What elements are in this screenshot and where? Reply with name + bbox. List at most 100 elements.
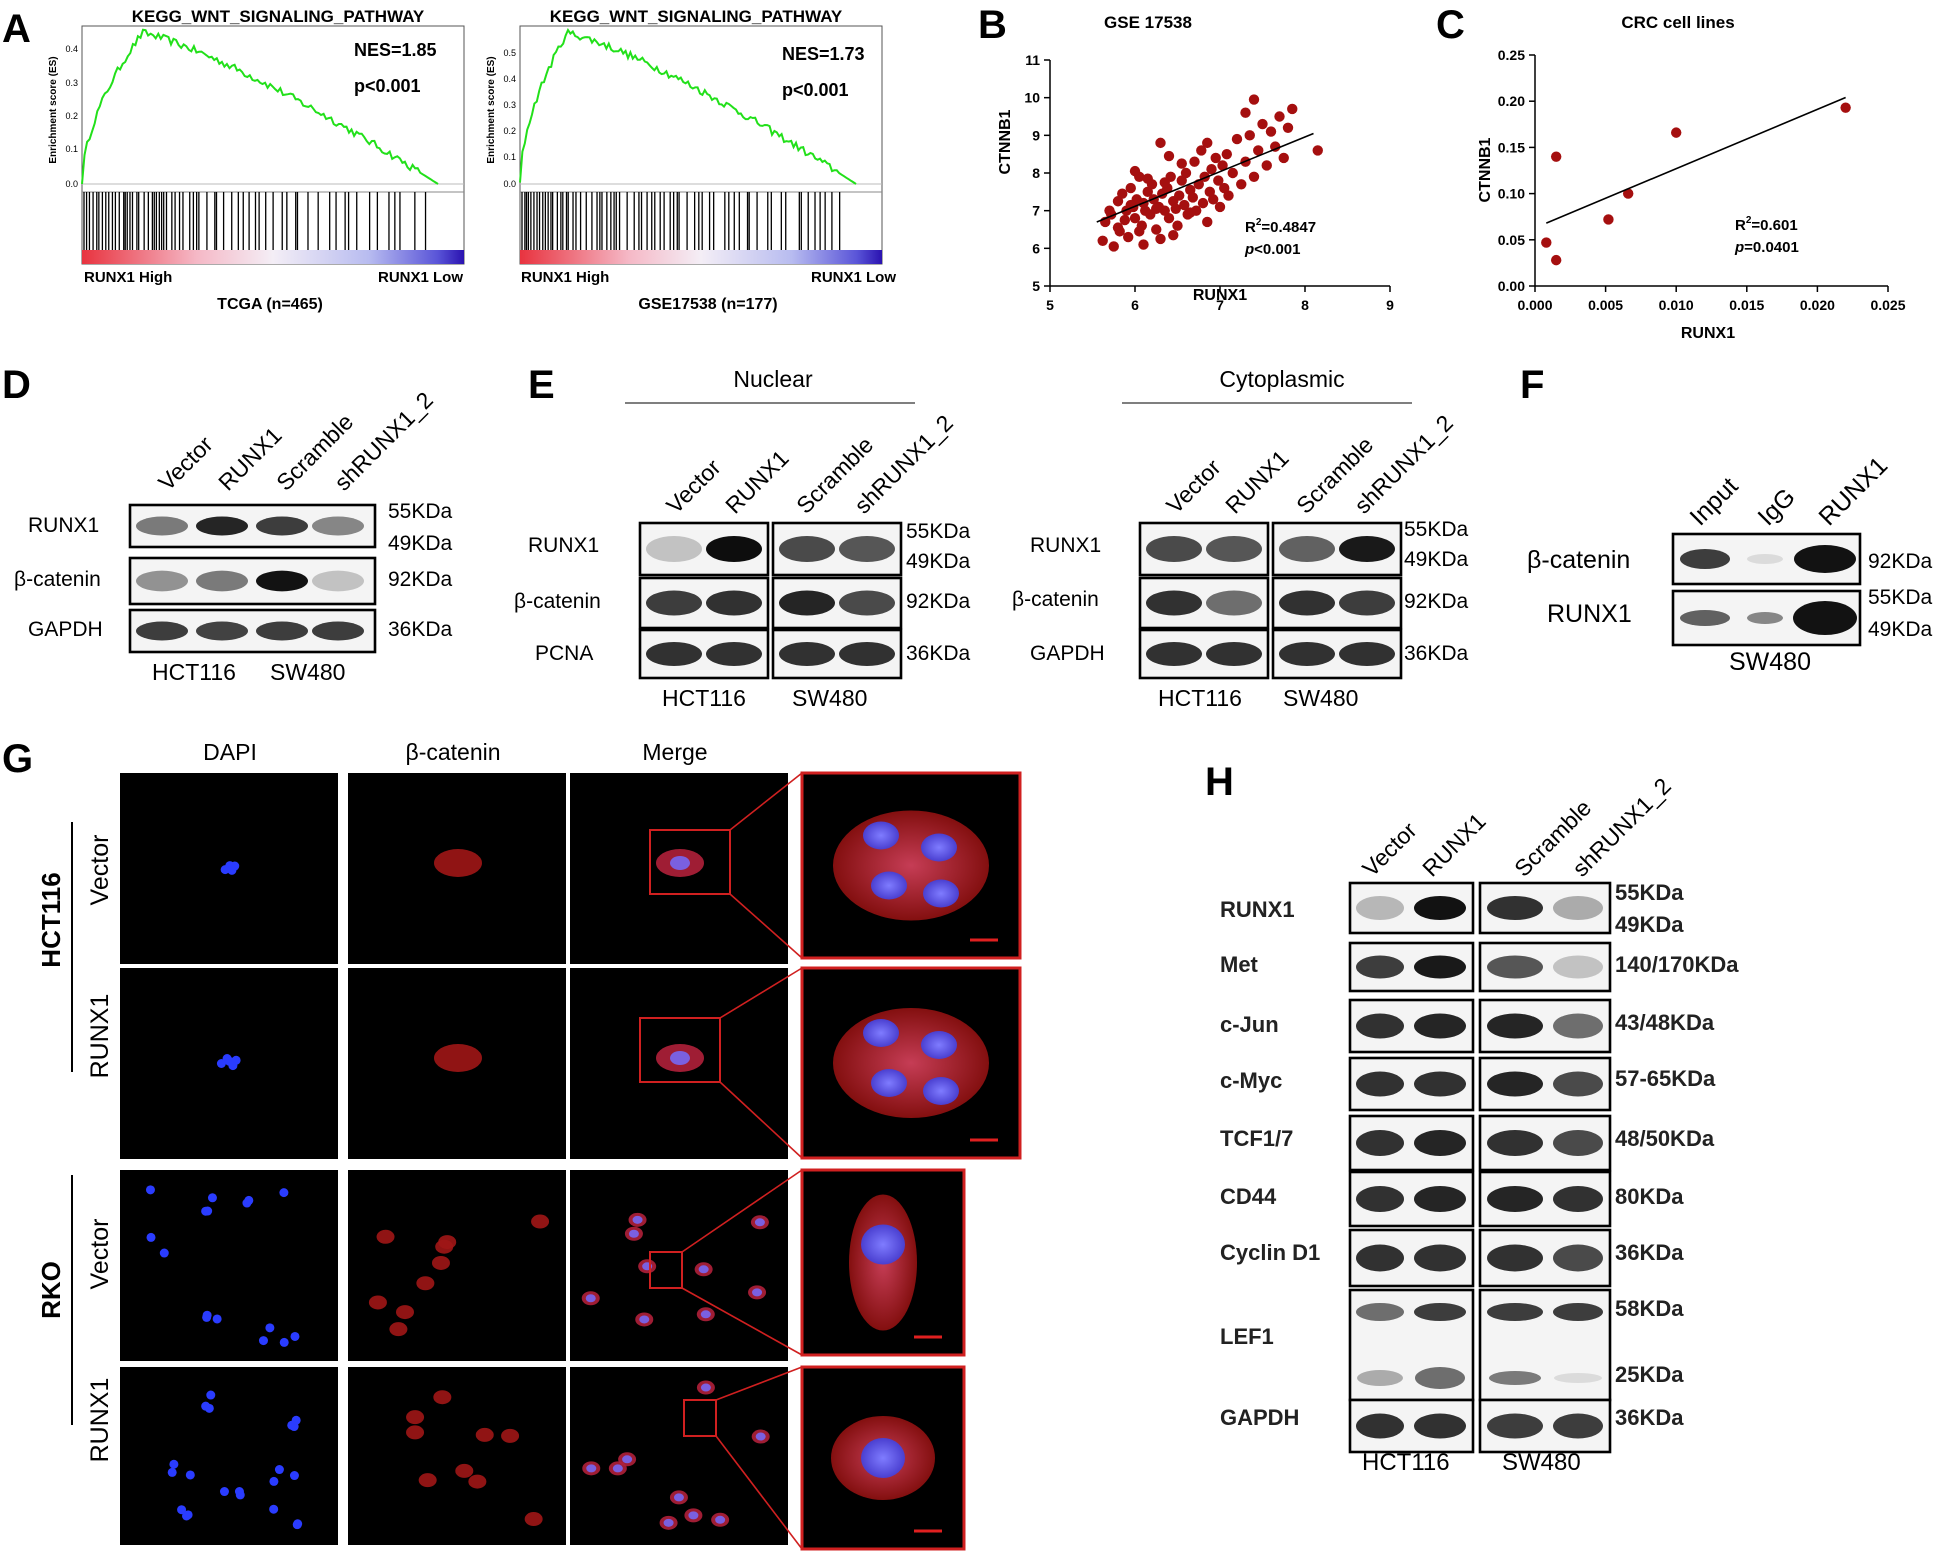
cell-body	[395, 1305, 414, 1320]
protein-band	[1279, 536, 1335, 562]
data-point	[1248, 171, 1260, 182]
rank-high-label: RUNX1 High	[521, 269, 609, 286]
rank-gradient-bar	[82, 250, 464, 264]
nucleus	[670, 856, 690, 870]
zoom-connector	[715, 1435, 803, 1550]
data-point	[1134, 226, 1145, 237]
cell-body	[438, 1235, 457, 1250]
nucleus	[639, 1315, 650, 1324]
rank-high-label: RUNX1 High	[84, 269, 172, 286]
nucleus	[673, 1493, 684, 1502]
nucleus	[700, 1310, 711, 1319]
protein-band	[1414, 896, 1466, 920]
protein-band	[1414, 1071, 1466, 1097]
panel-label-f: F	[1520, 363, 1544, 407]
nucleus	[220, 865, 230, 875]
cell-body	[434, 1044, 482, 1072]
protein-band	[1415, 1367, 1465, 1389]
protein-band	[136, 570, 188, 592]
x-tick-label: 0.005	[1588, 297, 1623, 313]
row-label: RUNX1	[1547, 600, 1632, 628]
lane-labels: Vector RUNX1 Scramble shRUNX1_2	[1357, 773, 1676, 882]
data-point	[1253, 145, 1264, 156]
data-point	[1210, 152, 1221, 164]
size-label: 36KDa	[906, 642, 971, 665]
x-tick-label: 9	[1386, 297, 1394, 313]
data-point	[1187, 192, 1199, 203]
size-label: 49KDa	[1404, 548, 1469, 571]
protein-band	[136, 516, 188, 536]
cell-body	[501, 1428, 520, 1443]
group-label: RKO	[36, 1261, 66, 1319]
data-point	[1112, 222, 1124, 233]
protein-band	[646, 590, 702, 616]
nucleus	[212, 1314, 222, 1324]
data-point	[1603, 214, 1614, 225]
y-tick-label: 0.00	[1498, 278, 1525, 294]
protein-band	[646, 536, 702, 562]
cell-body	[455, 1463, 474, 1478]
nucleus	[169, 1459, 179, 1469]
cell-body	[368, 1295, 387, 1310]
data-point	[1176, 158, 1187, 169]
x-tick-label: 0.010	[1659, 297, 1694, 313]
protein-band	[256, 621, 308, 641]
protein-band	[1553, 896, 1603, 920]
panel-label-a: A	[2, 7, 31, 51]
data-point	[1097, 235, 1108, 246]
nucleus	[871, 871, 907, 900]
gsea-ylabel: Enrichment score (ES)	[486, 56, 497, 163]
nucleus	[159, 1248, 169, 1258]
protein-band	[1487, 955, 1543, 979]
cell-line-label: SW480	[270, 659, 345, 685]
size-label: 55KDa	[1404, 518, 1469, 541]
protein-band	[1356, 955, 1404, 979]
zoom-box	[649, 1251, 683, 1289]
protein-band	[779, 536, 835, 562]
cell-line-label: SW480	[792, 685, 867, 711]
protein-band	[1794, 545, 1856, 573]
gsea-ylabel: Enrichment score (ES)	[48, 56, 59, 163]
data-point	[1163, 150, 1175, 162]
data-point	[1117, 188, 1128, 199]
size-label: 55KDa	[906, 520, 971, 543]
protein-band	[1146, 642, 1202, 666]
x-tick-label: 8	[1301, 297, 1309, 313]
size-label: 58KDa	[1615, 1296, 1684, 1321]
data-point	[1550, 254, 1562, 266]
row-label: PCNA	[535, 642, 593, 665]
lane-label: RUNX1	[213, 422, 287, 496]
nucleus	[185, 1470, 195, 1480]
micrograph	[570, 1170, 788, 1361]
panel-label-e: E	[528, 363, 555, 407]
lane-labels: Input IgG RUNX1	[1684, 452, 1893, 532]
x-axis-label: RUNX1	[1681, 325, 1735, 342]
protein-band	[1793, 601, 1857, 635]
nucleus	[715, 1515, 726, 1524]
row-label: RUNX1	[1220, 897, 1295, 922]
data-point	[1174, 190, 1185, 201]
scatter-plot-crc-cell-lines: CRC cell lines CTNNB1 RUNX1 R2=0.601 p=0…	[1477, 13, 1906, 342]
protein-band	[1553, 1413, 1603, 1439]
gsea-title: KEGG_WNT_SIGNALING_PATHWAY	[550, 7, 843, 26]
row-label: GAPDH	[1030, 642, 1105, 665]
data-point	[1671, 127, 1682, 138]
protein-band	[1487, 1186, 1543, 1212]
size-label: 80KDa	[1615, 1184, 1684, 1209]
cell-body	[376, 1229, 395, 1244]
x-tick-label: 0.015	[1729, 297, 1764, 313]
size-label: 48/50KDa	[1615, 1126, 1715, 1151]
zoom-box	[683, 1399, 717, 1437]
nucleus	[227, 865, 237, 875]
nucleus	[290, 1331, 300, 1341]
row-label: RUNX1	[528, 534, 599, 557]
lane-labels: Vector RUNX1 Scramble shRUNX1_2	[153, 387, 438, 496]
protein-band	[1489, 1371, 1541, 1385]
row-label: β-catenin	[1012, 588, 1099, 611]
gsea-title: KEGG_WNT_SIGNALING_PATHWAY	[132, 7, 425, 26]
condition-label: Vector	[86, 1219, 114, 1290]
micrograph	[570, 1367, 788, 1545]
data-point	[1219, 182, 1230, 194]
lane-label: Vector	[1357, 817, 1422, 882]
panel-label-d: D	[2, 363, 31, 407]
